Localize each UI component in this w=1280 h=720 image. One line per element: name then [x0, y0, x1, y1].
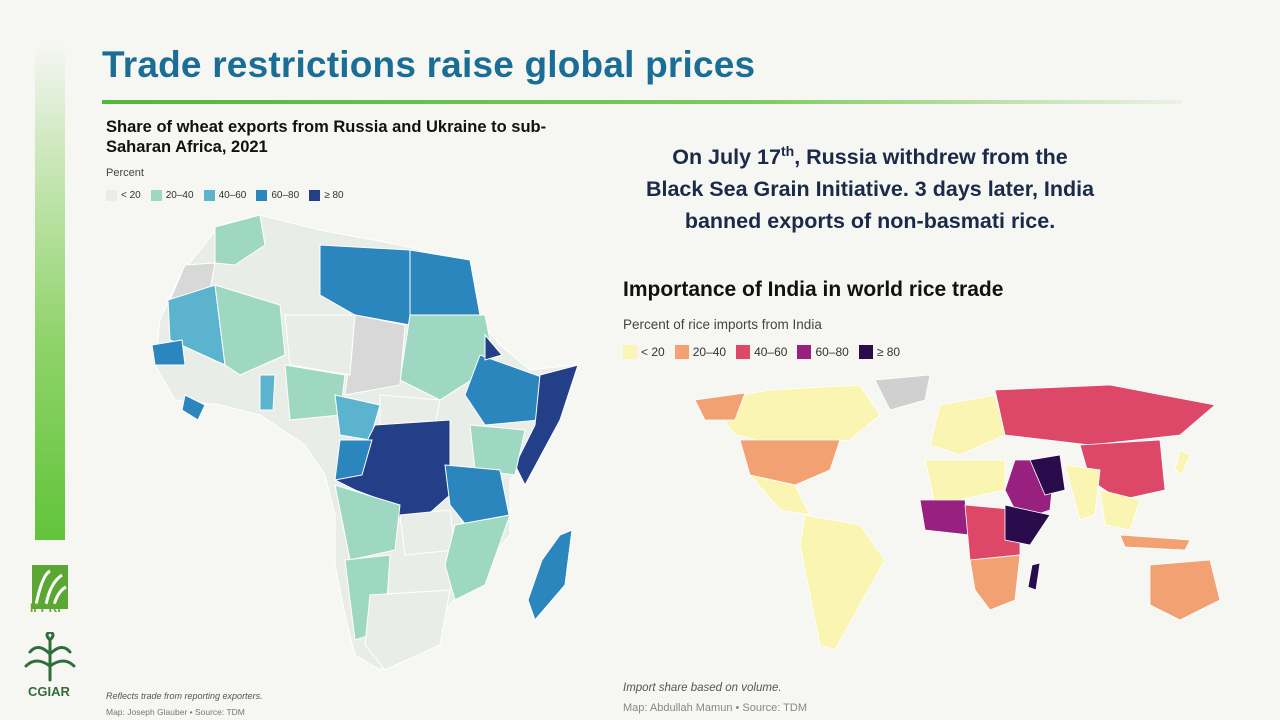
- region-africa-south: [969, 554, 1021, 611]
- headline-line3: banned exports of non-basmati rice.: [684, 209, 1056, 234]
- wheat-map-note: Reflects trade from reporting exporters.: [106, 691, 263, 701]
- decorative-gradient-bar: [35, 45, 65, 540]
- rice-map-subtitle: Percent of rice imports from India: [623, 317, 822, 332]
- ifpri-logo-icon: [32, 565, 68, 609]
- wheat-map-subtitle: Percent: [106, 167, 144, 179]
- wheat-legend-item: 60–80: [256, 190, 299, 201]
- rice-legend-swatch: [674, 345, 689, 359]
- wheat-legend-item: 40–60: [203, 190, 247, 201]
- rice-legend-swatch: [623, 345, 637, 359]
- rice-map-title: Importance of India in world rice trade: [623, 278, 1004, 301]
- rice-legend-item: ≥ 80: [858, 345, 901, 359]
- rice-map-note: Import share based on volume.: [623, 682, 782, 694]
- region-liberia: [181, 394, 206, 421]
- wheat-legend-item: 20–40: [150, 190, 194, 201]
- region-indonesia: [1119, 534, 1191, 551]
- wheat-legend-swatch: [106, 190, 117, 201]
- rice-legend-label: < 20: [641, 345, 665, 359]
- rice-legend-label: ≥ 80: [876, 345, 901, 359]
- region-congo: [334, 439, 373, 481]
- wheat-legend-swatch: [203, 190, 215, 201]
- region-southeast-asia: [1099, 489, 1141, 531]
- region-usa: [739, 439, 841, 486]
- region-alaska: [694, 392, 746, 421]
- region-nigeria: [284, 364, 346, 421]
- rice-legend: < 20 20–40 40–60 60–80 ≥ 80: [623, 345, 900, 359]
- rice-legend-label: 60–80: [815, 345, 849, 359]
- wheat-legend: < 20 20–40 40–60 60–80 ≥ 80: [106, 190, 344, 201]
- region-madagascar: [1027, 562, 1041, 591]
- region-south-africa: [364, 589, 451, 671]
- cgiar-logo-icon: [24, 632, 76, 682]
- headline-line1-before: On July 17: [672, 145, 781, 170]
- region-south-america: [799, 514, 886, 651]
- region-india: [1064, 464, 1101, 521]
- ifpri-logo-text: IFPRI: [30, 601, 61, 615]
- rice-legend-item: 40–60: [736, 345, 787, 359]
- wheat-legend-swatch: [150, 190, 162, 201]
- region-ethiopia: [464, 354, 551, 426]
- region-africa-east: [1004, 504, 1051, 546]
- rice-legend-swatch: [858, 345, 873, 359]
- region-zambia: [399, 509, 456, 556]
- africa-map: [151, 214, 579, 671]
- region-canada: [709, 384, 881, 446]
- wheat-legend-label: < 20: [121, 190, 141, 201]
- wheat-legend-item: ≥ 80: [309, 190, 344, 201]
- rice-legend-label: 20–40: [692, 345, 727, 359]
- rice-legend-swatch: [736, 345, 751, 359]
- wheat-legend-swatch: [256, 190, 268, 201]
- rice-legend-swatch: [797, 345, 812, 359]
- region-angola: [334, 484, 401, 561]
- region-africa-west: [919, 499, 971, 536]
- region-ghana: [259, 374, 276, 411]
- region-egypt: [409, 249, 481, 316]
- region-somalia: [514, 364, 579, 487]
- region-mozambique: [444, 514, 511, 601]
- cgiar-logo-text: CGIAR: [28, 684, 70, 699]
- rice-legend-item: < 20: [623, 345, 665, 359]
- headline-text: On July 17th, Russia withdrew from the B…: [610, 135, 1130, 237]
- rice-legend-label: 40–60: [754, 345, 788, 359]
- region-madagascar: [527, 529, 573, 621]
- region-africa-north: [924, 459, 1006, 506]
- wheat-map-credit: Map: Joseph Glauber • Source: TDM: [106, 707, 245, 717]
- wheat-legend-item: < 20: [106, 190, 141, 201]
- wheat-legend-label: ≥ 80: [324, 190, 344, 201]
- wheat-map-title: Share of wheat exports from Russia and U…: [106, 118, 547, 156]
- headline-line2: Black Sea Grain Initiative. 3 days later…: [645, 177, 1095, 202]
- region-niger: [284, 314, 356, 376]
- region-saudi-arabia: [1029, 454, 1066, 496]
- slide-title: Trade restrictions raise global prices: [102, 44, 756, 85]
- wheat-legend-label: 60–80: [271, 190, 300, 201]
- region-mexico: [748, 474, 811, 516]
- region-greenland: [874, 374, 931, 411]
- region-eritrea: [484, 333, 503, 361]
- rice-legend-item: 20–40: [674, 345, 727, 359]
- region-europe: [929, 394, 1006, 456]
- region-japan: [1174, 449, 1191, 476]
- wheat-legend-swatch: [309, 190, 321, 201]
- wheat-legend-label: 20–40: [165, 190, 194, 201]
- rice-map-credit: Map: Abdullah Mamun • Source: TDM: [623, 702, 808, 714]
- region-russia: [994, 384, 1216, 446]
- headline-line1-sup: th: [780, 143, 795, 159]
- region-morocco: [214, 214, 266, 266]
- region-senegal: [151, 339, 186, 366]
- headline-line1-after: , Russia withdrew from the: [794, 145, 1068, 170]
- wheat-legend-label: 40–60: [218, 190, 247, 201]
- world-map: [694, 374, 1221, 651]
- region-australia: [1149, 559, 1221, 621]
- region-kenya: [469, 424, 526, 476]
- title-underline: [102, 100, 1182, 104]
- region-mali: [214, 284, 286, 376]
- rice-legend-item: 60–80: [797, 345, 849, 359]
